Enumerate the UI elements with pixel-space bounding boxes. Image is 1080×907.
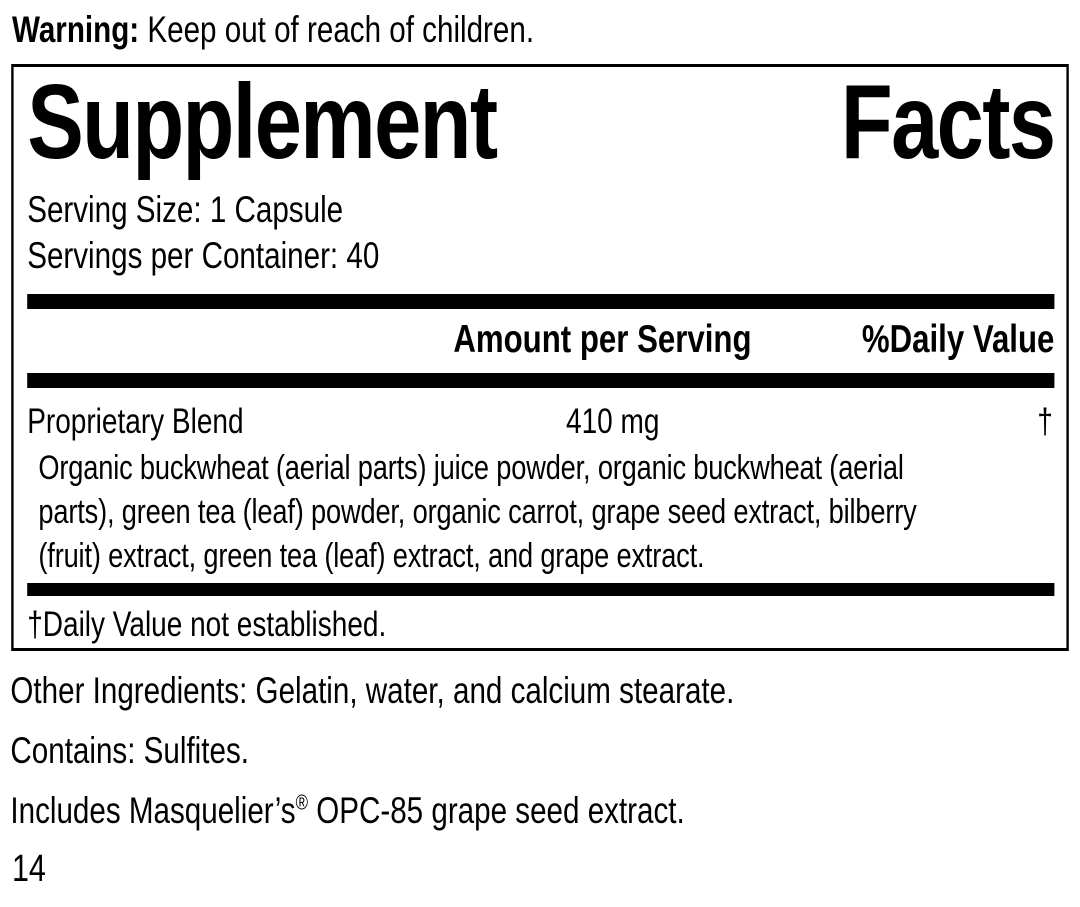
ingredient-description-line: (fruit) extract, green tea (leaf) extrac… [38,537,705,575]
warning-line: Warning: Keep out of reach of children. [12,8,1080,52]
column-header-row: Amount per Serving %Daily Value [27,318,1054,362]
ingredient-row: Proprietary Blend 410 mg † [27,400,1054,444]
includes-text-before: Includes Masquelier’s [10,790,296,831]
other-ingredients-line: Other Ingredients: Gelatin, water, and c… [10,670,735,711]
supplement-label: Warning: Keep out of reach of children. … [0,8,1080,891]
ingredient-description: Organic buckwheat (aerial parts) juice p… [38,446,1054,578]
supplement-facts-box: Supplement Facts Serving Size: 1 Capsule… [11,64,1069,651]
warning-text: Keep out of reach of children. [139,9,535,50]
daily-value-footnote: †Daily Value not established. [27,605,387,644]
includes-line: Includes Masquelier’s® OPC-85 grape seed… [10,789,1080,833]
supplement-facts-title: Supplement Facts [27,63,1056,181]
contains-line: Contains: Sulfites. [10,730,249,771]
serving-size-line: Serving Size: 1 Capsule [27,189,344,230]
includes-text-after: OPC-85 grape seed extract. [307,790,685,831]
ingredient-daily-value-dagger: † [1037,402,1053,441]
registered-trademark-symbol: ® [295,791,308,815]
warning-label: Warning: [12,9,140,50]
amount-per-serving-header: Amount per Serving [453,318,752,361]
ingredient-description-line: Organic buckwheat (aerial parts) juice p… [38,449,904,487]
divider-bar-top [27,294,1055,309]
servings-per-container-line: Servings per Container: 40 [27,235,380,276]
ingredient-description-line: parts), green tea (leaf) powder, organic… [38,493,917,531]
ingredient-amount: 410 mg [566,402,660,441]
divider-bar-bottom [27,583,1055,596]
page-number: 14 [12,848,46,890]
ingredient-name: Proprietary Blend [27,402,244,441]
daily-value-header: %Daily Value [861,318,1055,361]
divider-bar-middle [27,373,1055,388]
